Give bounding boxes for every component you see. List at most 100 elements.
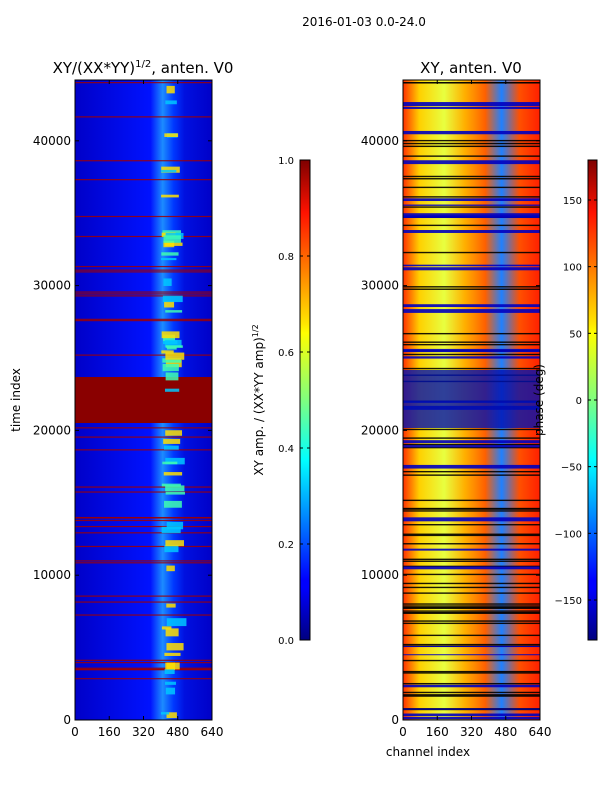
phase-blue-stripe: [403, 713, 540, 717]
colorbar-tick-label: 0.2: [278, 540, 294, 551]
phase-blue-stripe: [403, 102, 540, 107]
amp-bright-patch: [162, 295, 183, 303]
phase-flag-stripe: [403, 139, 540, 142]
amp-title: XY/(XX*YY)1/2, anten. V0: [53, 59, 234, 77]
phase-blue-stripe: [403, 213, 540, 218]
amp-bright-patch: [164, 133, 179, 137]
phase-flag-stripe: [403, 586, 540, 589]
phase-blue-stripe: [403, 204, 540, 206]
y-tick-label: 30000: [361, 279, 399, 293]
phase-flag-stripe: [403, 507, 540, 510]
phase-blue-stripe: [403, 348, 540, 353]
amp-flag-stripe: [75, 265, 212, 268]
amp-bright-patch: [161, 252, 179, 256]
amp-flag-stripe: [75, 662, 212, 664]
amp-flag-stripe: [75, 235, 212, 238]
amp-bright-patch: [165, 491, 185, 495]
amp-bright-patch: [166, 565, 175, 572]
amp-bright-patch: [162, 363, 179, 372]
amp-bright-patch: [166, 85, 175, 94]
amp-flag-stripe: [75, 595, 212, 597]
phase-flag-stripe: [403, 142, 540, 145]
phase-flag-stripe: [403, 534, 540, 537]
amp-bright-patch: [164, 339, 182, 348]
x-tick-label: 480: [494, 725, 517, 739]
x-tick-label: 160: [426, 725, 449, 739]
phase-flag-stripe: [403, 607, 540, 609]
amp-bright-patch: [166, 618, 187, 627]
amp-bright-patch: [163, 445, 179, 450]
phase-blue-stripe: [403, 215, 540, 219]
phase-flag-stripe: [403, 186, 540, 189]
phase-flag-stripe: [403, 446, 540, 449]
amp-flag-stripe: [75, 215, 212, 218]
amp-bright-patch: [161, 166, 180, 173]
phase-flag-stripe: [403, 612, 540, 614]
amp-bright-patch: [161, 712, 170, 715]
amp-flag-block: [75, 377, 212, 423]
amp-flag-stripe: [75, 667, 212, 669]
phase-flag-stripe: [403, 634, 540, 637]
amp-bright-patch: [164, 652, 181, 656]
phase-blue-stripe: [403, 304, 540, 306]
colorbar-tick-label: 100: [563, 263, 582, 274]
amp-flag-stripe: [75, 560, 212, 562]
amp-bright-patch: [165, 485, 185, 492]
amp-colorbar: 0.0 0.2 0.4 0.6 0.8 1.0 XY amp. / (XX*YY amp)…: [251, 156, 311, 647]
phase-blue-stripe: [403, 160, 540, 165]
phase-blue-stripe: [403, 440, 540, 444]
phase-flag-stripe: [403, 582, 540, 585]
phase-flag-stripe: [403, 206, 540, 208]
amp-flag-stripe: [75, 436, 212, 438]
phase-flag-stripe: [403, 343, 540, 346]
y-tick-label: 40000: [361, 134, 399, 148]
amp-bright-patch: [165, 662, 180, 670]
amp-bright-patch: [161, 258, 177, 261]
amp-flag-stripe: [75, 179, 212, 181]
phase-flag-stripe: [403, 682, 540, 685]
phase-flag-stripe: [403, 620, 540, 622]
x-tick-label: 320: [460, 725, 483, 739]
amp-bright-patch: [165, 310, 183, 313]
amp-flag-stripe: [75, 669, 212, 671]
x-tick-label: 480: [166, 725, 189, 739]
amp-bright-patch: [161, 526, 181, 534]
phase-blue-stripe: [403, 445, 540, 448]
amp-flag-stripe: [75, 659, 212, 661]
colorbar-tick-label: −150: [555, 596, 582, 607]
amp-flag-stripe: [75, 486, 212, 488]
phase-flag-stripe: [403, 659, 540, 662]
colorbar-tick-label: −100: [555, 529, 582, 540]
phase-flag-stripe: [403, 224, 540, 227]
phase-flag-stripe: [403, 558, 540, 561]
phase-flag-stripe: [403, 670, 540, 673]
phase-panel: XY, anten. V0 0 160 320 480 640 0 10000 20000 3…: [361, 59, 552, 759]
amp-bright-patch: [165, 430, 183, 436]
amp-bright-patch: [162, 461, 178, 465]
phase-blue-stripe: [403, 548, 540, 551]
y-tick-label: 20000: [33, 423, 71, 437]
amp-colorbar-bar: [299, 159, 311, 641]
phase-flag-stripe: [403, 672, 540, 674]
amp-flag-stripe: [75, 291, 212, 293]
amp-flag-stripe: [75, 160, 212, 162]
amp-flag-stripe: [75, 545, 212, 548]
colorbar-tick-label: 1.0: [278, 156, 294, 167]
phase-flag-stripe: [403, 524, 540, 526]
phase-blue-stripe: [403, 566, 540, 570]
colorbar-tick-label: 0.8: [278, 252, 294, 263]
phase-flag-stripe: [403, 560, 540, 562]
phase-flag-stripe: [403, 499, 540, 502]
amp-flag-stripe: [75, 269, 212, 271]
amp-ylabel: time index: [9, 368, 23, 432]
phase-blue-stripe: [403, 464, 540, 469]
phase-flag-stripe: [403, 695, 540, 697]
colorbar-tick-label: 0: [576, 396, 582, 407]
phase-flag-stripe: [403, 470, 540, 473]
amp-flag-stripe: [75, 449, 212, 451]
phase-flag-stripe: [403, 332, 540, 335]
amp-bright-patch: [165, 345, 183, 348]
phase-flag-stripe: [403, 691, 540, 694]
y-tick-label: 0: [63, 713, 71, 727]
amp-bright-patch: [165, 540, 184, 547]
